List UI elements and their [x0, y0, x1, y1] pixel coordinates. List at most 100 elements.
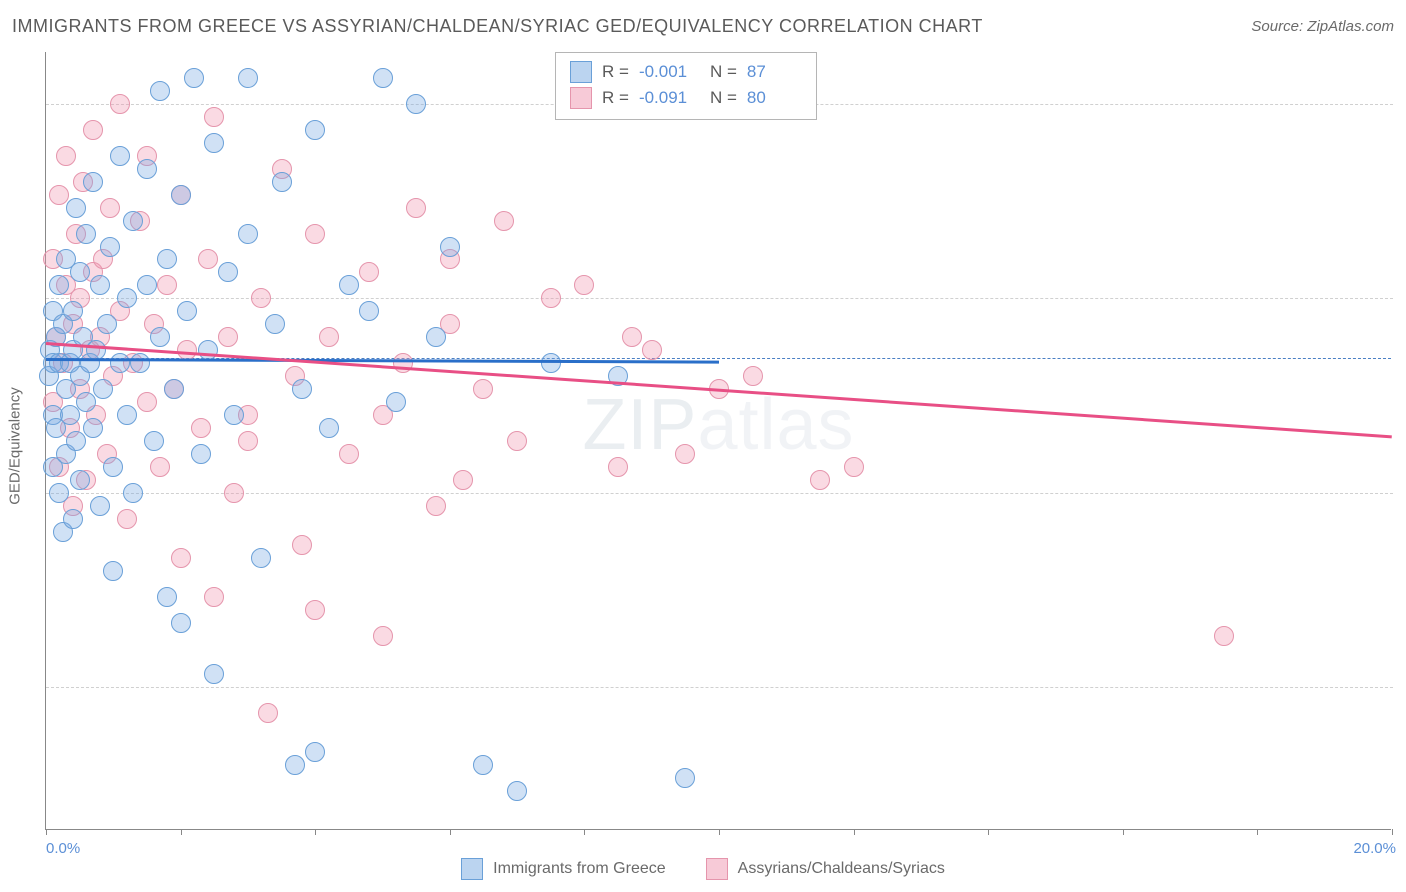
stats-row: R =-0.001N =87 — [570, 59, 802, 85]
data-point — [319, 327, 339, 347]
data-point — [473, 379, 493, 399]
data-point — [305, 742, 325, 762]
data-point — [292, 379, 312, 399]
stat-n-value: 80 — [747, 88, 802, 108]
data-point — [56, 146, 76, 166]
data-point — [66, 198, 86, 218]
x-tick-mark — [719, 829, 720, 835]
data-point — [110, 94, 130, 114]
x-tick-mark — [450, 829, 451, 835]
data-point — [137, 392, 157, 412]
data-point — [494, 211, 514, 231]
data-point — [675, 768, 695, 788]
data-point — [844, 457, 864, 477]
data-point — [204, 664, 224, 684]
data-point — [642, 340, 662, 360]
data-point — [123, 483, 143, 503]
data-point — [224, 405, 244, 425]
data-point — [157, 249, 177, 269]
data-point — [110, 353, 130, 373]
data-point — [218, 262, 238, 282]
data-point — [144, 431, 164, 451]
data-point — [117, 405, 137, 425]
chart-title: IMMIGRANTS FROM GREECE VS ASSYRIAN/CHALD… — [12, 16, 983, 37]
x-tick-mark — [1257, 829, 1258, 835]
x-tick-mark — [1392, 829, 1393, 835]
data-point — [507, 431, 527, 451]
y-axis-label: GED/Equivalency — [7, 387, 24, 505]
data-point — [406, 198, 426, 218]
data-point — [339, 444, 359, 464]
data-point — [117, 288, 137, 308]
gridline — [46, 298, 1393, 299]
x-tick-mark — [181, 829, 182, 835]
y-tick-label: 85.0% — [1401, 502, 1406, 519]
data-point — [743, 366, 763, 386]
data-point — [49, 275, 69, 295]
data-point — [137, 275, 157, 295]
legend-item: Assyrians/Chaldeans/Syriacs — [706, 858, 945, 880]
data-point — [76, 392, 96, 412]
data-point — [319, 418, 339, 438]
stats-row: R =-0.091N =80 — [570, 85, 802, 111]
data-point — [393, 353, 413, 373]
data-point — [164, 379, 184, 399]
gridline — [46, 687, 1393, 688]
data-point — [373, 626, 393, 646]
data-point — [60, 405, 80, 425]
data-point — [83, 120, 103, 140]
legend-swatch — [461, 858, 483, 880]
data-point — [83, 172, 103, 192]
data-point — [76, 224, 96, 244]
data-point — [426, 496, 446, 516]
stat-r-label: R = — [602, 88, 629, 108]
y-tick-label: 77.5% — [1401, 697, 1406, 714]
legend-label: Immigrants from Greece — [493, 860, 665, 878]
x-tick-label: 20.0% — [1353, 840, 1396, 857]
data-point — [110, 146, 130, 166]
data-point — [238, 431, 258, 451]
data-point — [305, 224, 325, 244]
data-point — [150, 457, 170, 477]
data-point — [191, 418, 211, 438]
data-point — [171, 185, 191, 205]
series-legend: Immigrants from Greece Assyrians/Chaldean… — [0, 858, 1406, 880]
data-point — [171, 548, 191, 568]
data-point — [177, 340, 197, 360]
data-point — [90, 275, 110, 295]
data-point — [103, 457, 123, 477]
data-point — [507, 781, 527, 801]
data-point — [191, 444, 211, 464]
data-point — [386, 392, 406, 412]
data-point — [675, 444, 695, 464]
x-tick-mark — [584, 829, 585, 835]
data-point — [1214, 626, 1234, 646]
data-point — [100, 237, 120, 257]
data-point — [184, 68, 204, 88]
stat-n-label: N = — [710, 88, 737, 108]
data-point — [157, 275, 177, 295]
stat-n-label: N = — [710, 62, 737, 82]
data-point — [251, 288, 271, 308]
data-point — [608, 457, 628, 477]
data-point — [574, 275, 594, 295]
data-point — [204, 107, 224, 127]
data-point — [150, 81, 170, 101]
data-point — [810, 470, 830, 490]
data-point — [49, 483, 69, 503]
data-point — [265, 314, 285, 334]
data-point — [63, 509, 83, 529]
data-point — [258, 703, 278, 723]
y-tick-label: 100.0% — [1401, 113, 1406, 130]
stat-n-value: 87 — [747, 62, 802, 82]
data-point — [373, 68, 393, 88]
data-point — [238, 68, 258, 88]
data-point — [157, 587, 177, 607]
data-point — [66, 431, 86, 451]
stat-r-value: -0.001 — [639, 62, 694, 82]
data-point — [406, 94, 426, 114]
data-point — [198, 249, 218, 269]
data-point — [305, 120, 325, 140]
x-tick-mark — [1123, 829, 1124, 835]
data-point — [453, 470, 473, 490]
